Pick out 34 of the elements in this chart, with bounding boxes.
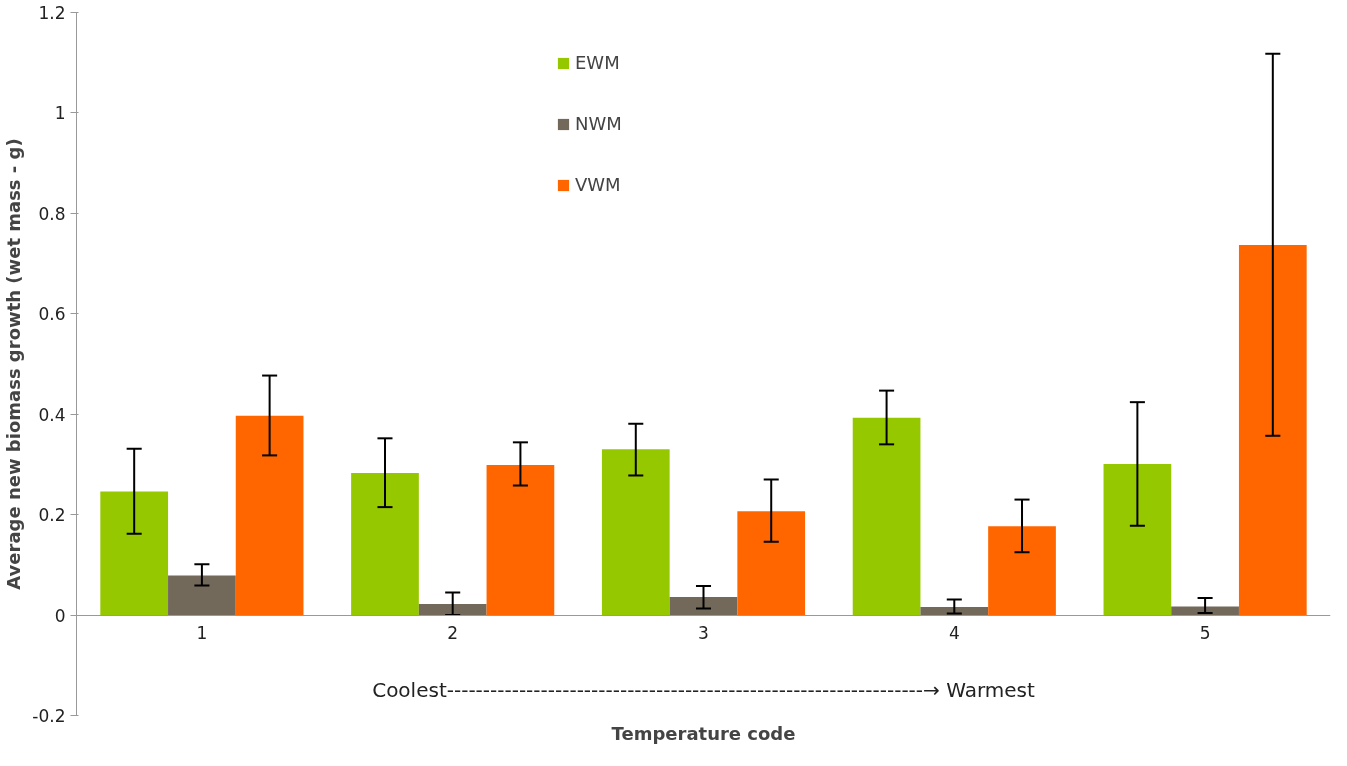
bar <box>418 604 487 616</box>
bar <box>737 511 806 616</box>
bar <box>852 417 921 616</box>
y-tick-label: 1.2 <box>38 3 66 23</box>
y-tick-label: 0.6 <box>38 304 66 325</box>
y-tick-label: 0.2 <box>38 505 66 526</box>
annotation: Coolest------------------------------------------------------------------→ Warmest <box>372 678 1035 703</box>
y-tick-label: -0.2 <box>32 706 66 726</box>
x-tick-label: 2 <box>447 623 459 644</box>
bar <box>920 607 989 616</box>
bar <box>235 415 304 616</box>
bar <box>988 526 1056 616</box>
legend-label: NWM <box>575 113 622 134</box>
y-tick-label: 0.8 <box>38 203 66 224</box>
bar <box>486 464 555 616</box>
x-tick-label: 5 <box>1199 623 1211 644</box>
x-tick-label: 1 <box>196 623 208 644</box>
legend-label: VWM <box>575 174 621 195</box>
bar <box>1103 463 1172 616</box>
bar <box>168 575 236 616</box>
y-axis-title: Average new biomass growth (wet mass - g) <box>3 138 25 590</box>
legend-label: EWM <box>575 52 620 73</box>
y-tick-label: 0 <box>54 605 66 626</box>
bar <box>601 449 670 616</box>
bar <box>1171 606 1239 616</box>
y-tick-label: 1 <box>54 103 66 124</box>
x-tick-label: 3 <box>698 623 709 644</box>
bar <box>1238 244 1307 616</box>
x-tick-label: 4 <box>948 623 960 644</box>
bar <box>351 472 419 616</box>
x-axis-title: Temperature code <box>611 722 796 744</box>
bar <box>669 596 738 616</box>
y-tick-label: 0.4 <box>38 404 66 425</box>
bar <box>100 491 169 616</box>
